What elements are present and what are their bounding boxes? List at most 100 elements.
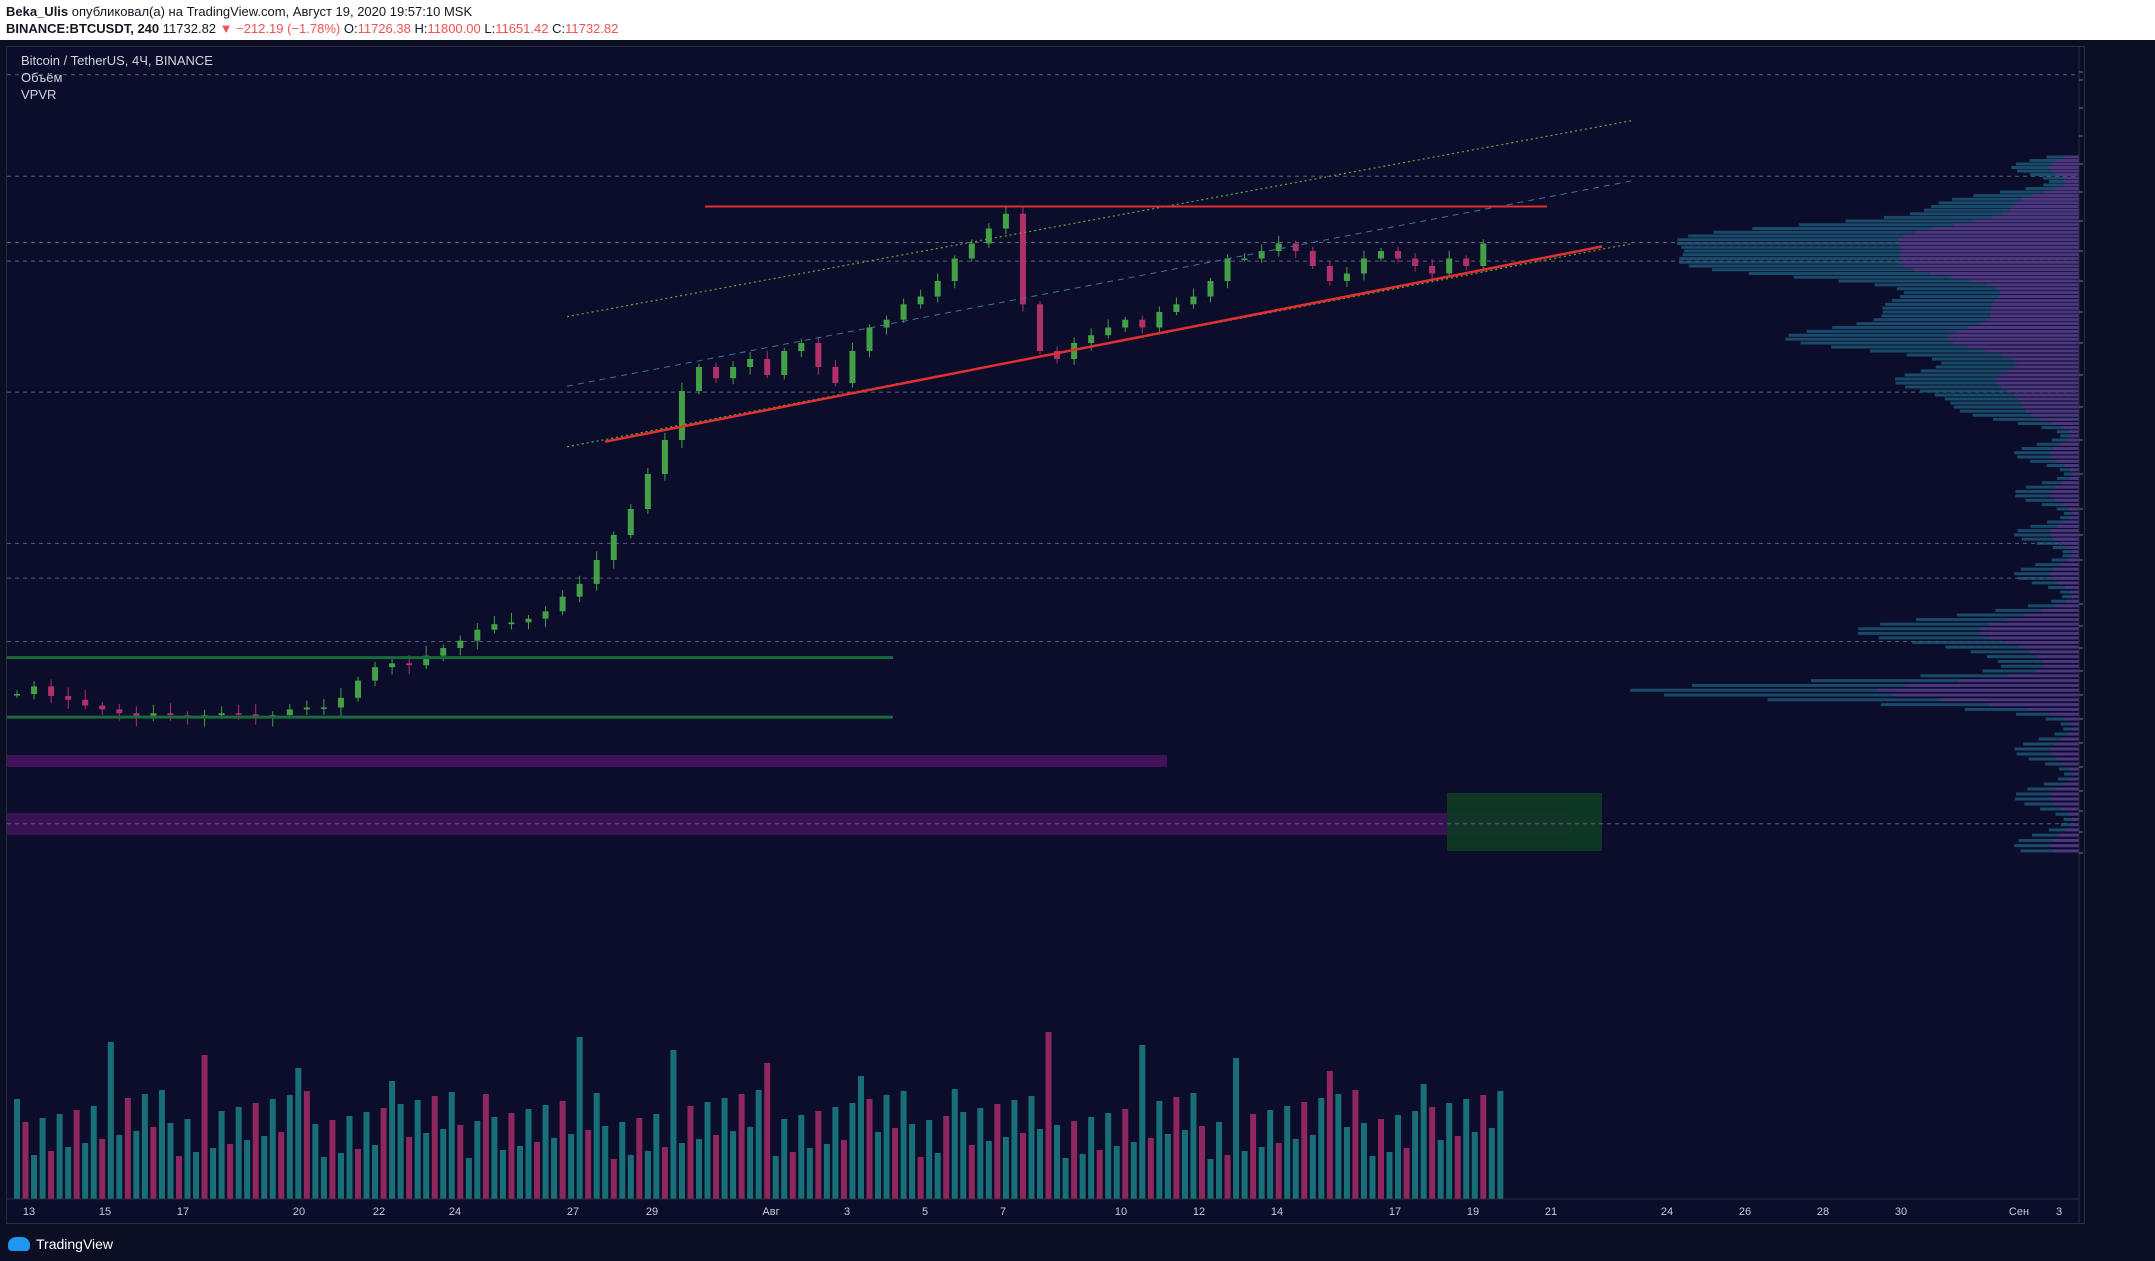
vpvr-bar: [2056, 459, 2079, 463]
vpvr-bar: [2071, 550, 2079, 554]
vpvr-bar: [2014, 572, 2079, 576]
volume-bar: [1096, 1150, 1103, 1199]
candle-body: [423, 655, 430, 666]
vpvr-bar: [2000, 385, 2079, 389]
vpvr-bar: [2060, 722, 2079, 726]
vpvr-bar: [2018, 838, 2079, 842]
volume-bar: [772, 1156, 779, 1199]
vpvr-bar: [1905, 385, 2079, 389]
support-trendline: [604, 245, 1603, 443]
candle-body: [457, 640, 464, 648]
author-name[interactable]: Beka_Ulis: [6, 4, 69, 19]
vpvr-bar: [1997, 659, 2079, 663]
vpvr-bar: [2007, 674, 2079, 678]
volume-bar: [1326, 1071, 1333, 1199]
vpvr-bar: [1811, 679, 2079, 683]
volume-bar: [951, 1089, 958, 1199]
volume-bar: [278, 1132, 285, 1199]
volume-bar: [1284, 1106, 1291, 1199]
legend-volume[interactable]: Объём: [21, 70, 63, 85]
vpvr-bar: [1990, 310, 2079, 314]
vpvr-bar: [2070, 823, 2079, 827]
vpvr-bar: [2052, 546, 2079, 549]
time-tick-label: 3: [844, 1206, 850, 1218]
candle-body: [730, 367, 737, 379]
vpvr-bar: [1832, 326, 2079, 329]
vpvr-bar: [1987, 283, 2079, 287]
candle-body: [1360, 258, 1367, 274]
vpvr-bar: [1877, 688, 2079, 692]
legend-vpvr[interactable]: VPVR: [21, 87, 57, 102]
volume-bar: [610, 1159, 617, 1199]
candle-body: [150, 713, 157, 718]
vpvr-bar: [2014, 393, 2079, 397]
vpvr-bar: [2055, 787, 2079, 791]
tradingview-logo[interactable]: TradingView: [8, 1236, 113, 1252]
purple-zone-10k: [7, 755, 1167, 767]
time-tick-label: 5: [922, 1206, 928, 1218]
vpvr-bar: [2049, 533, 2079, 537]
chart-pane[interactable]: 13200.0013000.0012800.0012600.0012400.00…: [6, 46, 2085, 1224]
vpvr-bar: [2066, 558, 2079, 562]
candle-body: [99, 705, 106, 710]
time-tick-label: 19: [1467, 1206, 1479, 1218]
vpvr-bar: [1973, 194, 2079, 198]
vpvr-bar: [2014, 533, 2079, 537]
vpvr-bar: [1931, 205, 2079, 208]
volume-bar: [363, 1112, 370, 1199]
vpvr-bar: [2063, 511, 2079, 515]
candle-body: [1395, 251, 1402, 259]
candle-body: [355, 680, 361, 698]
vpvr-bar: [1993, 417, 2079, 421]
vpvr-bar: [1899, 257, 2079, 260]
volume-bar: [1292, 1139, 1299, 1199]
vpvr-bar: [1898, 238, 2079, 242]
vpvr-bar: [1938, 201, 2079, 205]
vpvr-bar: [2012, 205, 2079, 208]
candle-body: [1446, 258, 1453, 274]
volume-bar: [1267, 1110, 1274, 1199]
volume-bar: [883, 1095, 890, 1199]
vpvr-bar: [2014, 365, 2079, 369]
volume-bar: [184, 1119, 191, 1199]
vpvr-bar: [2005, 618, 2079, 622]
vpvr-bar: [2050, 752, 2079, 756]
vpvr-bar: [1948, 333, 2079, 337]
time-tick-label: 27: [567, 1206, 579, 1218]
vpvr-bar: [2049, 747, 2079, 751]
vpvr-bar: [2028, 757, 2079, 761]
volume-bar: [1446, 1103, 1453, 1199]
vpvr-bar: [1990, 314, 2079, 318]
vpvr-bar: [2041, 503, 2079, 507]
vpvr-bar: [2054, 802, 2079, 806]
time-tick-label: 22: [373, 1206, 385, 1218]
volume-bar: [218, 1111, 225, 1199]
vpvr-bar: [2068, 812, 2079, 816]
vpvr-bar: [1935, 365, 2079, 369]
vpvr-bar: [2067, 732, 2079, 736]
vpvr-bar: [2043, 176, 2079, 180]
candle-body: [713, 367, 720, 379]
vpvr-bar: [2041, 426, 2079, 430]
volume-bar: [355, 1149, 361, 1199]
volume-bar: [1147, 1138, 1154, 1199]
vpvr-bar: [2060, 823, 2079, 827]
vpvr-bar: [2047, 520, 2079, 524]
chart-canvas[interactable]: 13200.0013000.0012800.0012600.0012400.00…: [7, 47, 2084, 1223]
candle-body: [661, 440, 668, 474]
volume-bar: [1181, 1130, 1188, 1199]
legend-title[interactable]: Bitcoin / TetherUS, 4Ч, BINANCE: [21, 53, 213, 68]
vpvr-bar: [2063, 762, 2079, 766]
volume-bar: [1122, 1109, 1129, 1199]
high-value: 11800.00: [427, 21, 481, 36]
vpvr-bar: [1682, 253, 2079, 257]
volume-bar: [516, 1146, 523, 1199]
vpvr-bar: [1677, 238, 2079, 242]
vpvr-bar: [2056, 507, 2079, 511]
vpvr-bar: [2031, 413, 2079, 417]
vpvr-bar: [1994, 298, 2079, 302]
volume-bar: [644, 1151, 651, 1199]
vpvr-bar: [2002, 212, 2079, 216]
vpvr-bar: [2025, 485, 2079, 489]
vpvr-bar: [1989, 622, 2079, 626]
